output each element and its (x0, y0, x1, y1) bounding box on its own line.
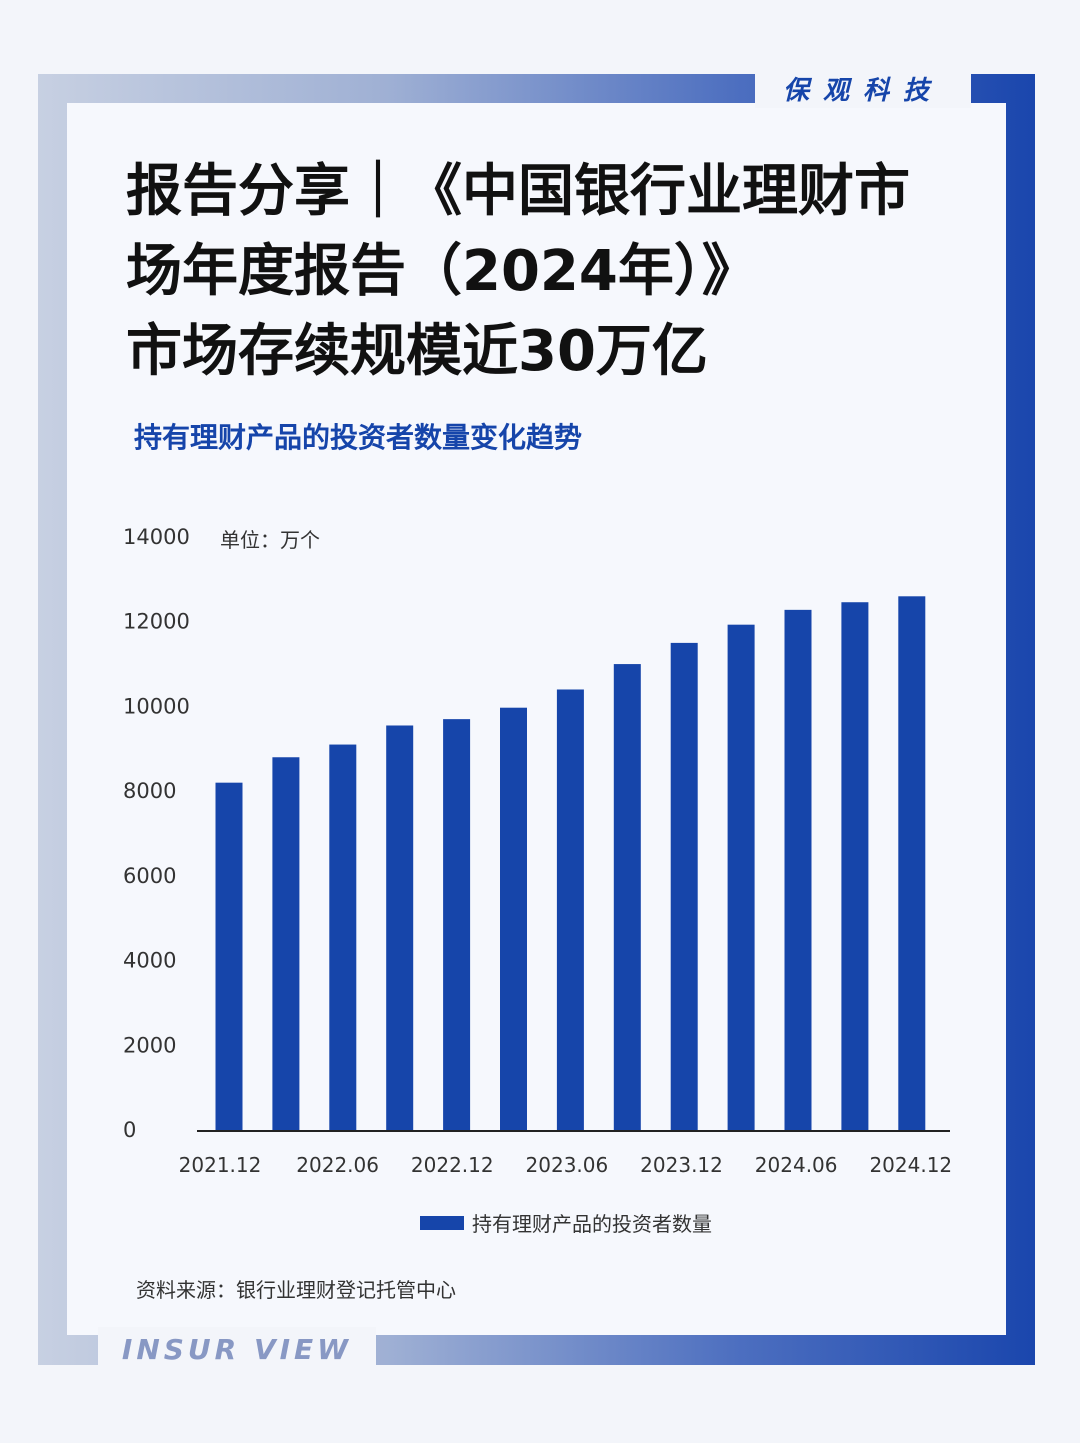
y-tick-label-2: 4000 (123, 949, 176, 973)
data-source: 资料来源：银行业理财登记托管中心 (136, 1278, 456, 1302)
y-tick-label-3: 6000 (123, 864, 176, 888)
x-tick-label-2024.12: 2024.12 (869, 1153, 952, 1177)
x-tick-label-2021.12: 2021.12 (179, 1153, 262, 1177)
bar-2024.06 (784, 609, 812, 1130)
bar-2022.03 (272, 757, 300, 1130)
page-title: 报告分享｜《中国银行业理财市 场年度报告（2024年）》 市场存续规模近30万亿 (126, 152, 966, 392)
brand-logo-bottom: INSUR VIEW (121, 1332, 353, 1366)
y-tick-label-7: 14000 (123, 525, 190, 549)
bar-2024.09 (841, 602, 869, 1130)
chart-unit-label: 单位：万个 (220, 528, 320, 552)
legend-label: 持有理财产品的投资者数量 (472, 1212, 712, 1236)
x-tick-label-2024.06: 2024.06 (755, 1153, 838, 1177)
legend-swatch (420, 1216, 464, 1230)
y-tick-label-6: 12000 (123, 610, 190, 634)
x-tick-label-2023.06: 2023.06 (526, 1153, 609, 1177)
y-tick-label-5: 10000 (123, 694, 190, 718)
x-tick-label-2022.12: 2022.12 (411, 1153, 494, 1177)
title-line-3: 市场存续规模近30万亿 (126, 319, 708, 384)
title-line-1: 报告分享｜《中国银行业理财市 (126, 159, 910, 224)
bar-2022.06 (329, 744, 357, 1130)
title-line-2: 场年度报告（2024年）》 (126, 239, 758, 304)
bar-2023.06 (556, 689, 584, 1130)
bar-2023.09 (613, 664, 641, 1130)
chart-title: 持有理财产品的投资者数量变化趋势 (134, 421, 583, 454)
bar-2023.03 (500, 707, 527, 1130)
y-tick-label-1: 2000 (123, 1033, 176, 1057)
brand-logo-top: 保观科技 (782, 75, 943, 106)
bar-2024.12 (898, 596, 926, 1130)
bar-2022.09 (386, 725, 414, 1130)
brand-top-background (755, 68, 971, 108)
brand-bottom-background (98, 1327, 376, 1371)
y-tick-label-0: 0 (123, 1118, 136, 1142)
x-tick-label-2023.12: 2023.12 (640, 1153, 723, 1177)
bar-2023.12 (670, 642, 698, 1130)
bar-2024.03 (727, 624, 755, 1130)
y-tick-label-4: 8000 (123, 779, 176, 803)
bar-2022.12 (443, 719, 471, 1130)
x-tick-label-2022.06: 2022.06 (296, 1153, 379, 1177)
bar-2021.12 (215, 782, 243, 1130)
